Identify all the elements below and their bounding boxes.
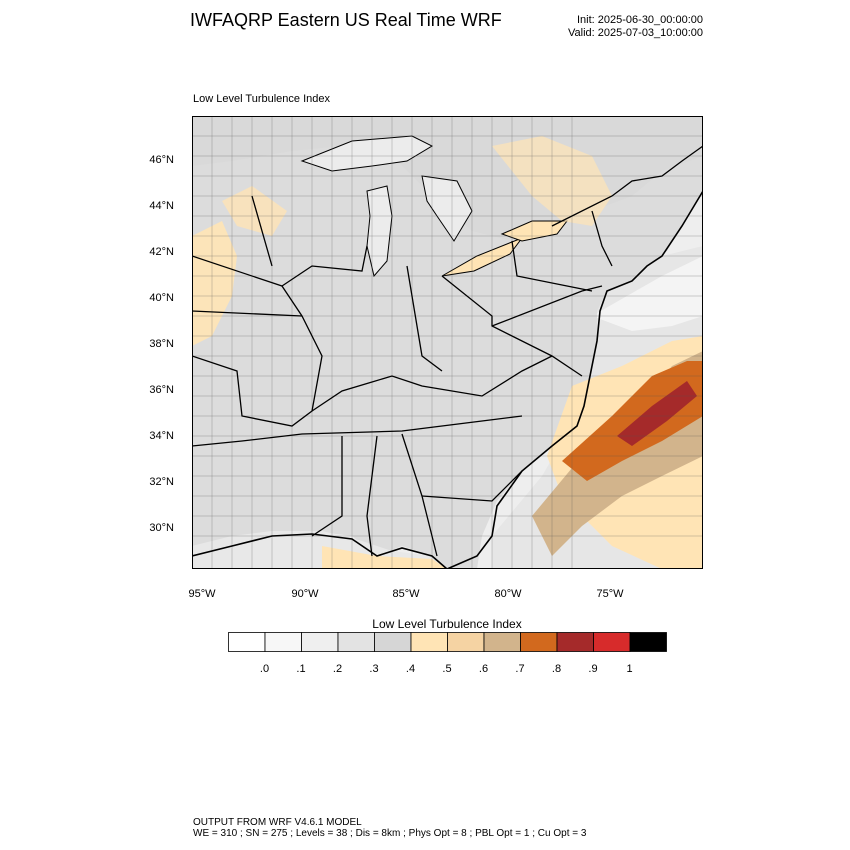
lat-label: 34°N <box>149 430 174 442</box>
offshore-band-09 <box>617 381 697 446</box>
lon-label: 90°W <box>291 588 319 600</box>
atlantic-light <box>592 256 703 331</box>
turbulence-map <box>192 116 703 569</box>
lake-michigan <box>366 185 393 278</box>
colorbar-label: .2 <box>332 663 343 675</box>
colorbar-swatch <box>410 632 448 652</box>
colorbar-swatch <box>228 632 266 652</box>
colorbar-swatch <box>374 632 412 652</box>
lake-erie <box>441 236 524 277</box>
state-borders <box>192 145 703 557</box>
lat-label: 46°N <box>149 154 174 166</box>
lon-label: 95°W <box>188 588 216 600</box>
lon-label: 75°W <box>596 588 624 600</box>
colorbar-label: .0 <box>259 663 270 675</box>
gulf-tan-patch <box>322 546 447 569</box>
offshore-band-08 <box>562 361 703 481</box>
valid-time: Valid: 2025-07-03_10:00:00 <box>568 27 703 39</box>
model-info: OUTPUT FROM WRF V4.6.1 MODEL WE = 310 ; … <box>193 817 586 839</box>
land-mass <box>192 116 703 569</box>
colorbar-label: .8 <box>551 663 562 675</box>
lat-label: 42°N <box>149 246 174 258</box>
colorbar-swatch <box>483 632 521 652</box>
northwest-tan-patch <box>222 186 287 236</box>
lat-label: 32°N <box>149 476 174 488</box>
lake-superior <box>300 135 434 172</box>
map-frame <box>192 116 703 569</box>
county-grid <box>192 116 703 569</box>
colorbar-label: .7 <box>515 663 525 675</box>
atlantic-coastline <box>446 190 703 569</box>
lat-label: 38°N <box>149 338 174 350</box>
lat-label: 36°N <box>149 384 174 396</box>
colorbar-label: 1 <box>626 663 633 675</box>
run-times: Init: 2025-06-30_00:00:00 Valid: 2025-07… <box>568 14 703 40</box>
colorbar-swatch <box>301 632 339 652</box>
lake-huron <box>421 175 473 242</box>
model-config: WE = 310 ; SN = 275 ; Levels = 38 ; Dis … <box>193 828 587 839</box>
colorbar-swatch <box>520 632 558 652</box>
colorbar-label: .9 <box>588 663 598 675</box>
colorbar-title: Low Level Turbulence Index <box>372 617 522 631</box>
lat-label: 30°N <box>149 522 174 534</box>
plot-title: IWFAQRP Eastern US Real Time WRF <box>190 10 502 30</box>
west-tan-patch <box>192 221 237 346</box>
field-label: Low Level Turbulence Index <box>193 93 330 105</box>
colorbar-swatch <box>593 632 631 652</box>
lat-label: 44°N <box>149 200 174 212</box>
lat-label: 40°N <box>149 292 174 304</box>
lon-label: 80°W <box>494 588 522 600</box>
colorbar-swatch <box>556 632 594 652</box>
colorbar-label: .4 <box>405 663 416 675</box>
colorbar-label: .6 <box>478 663 489 675</box>
colorbar-swatch <box>447 632 485 652</box>
init-time: Init: 2025-06-30_00:00:00 <box>577 14 703 26</box>
colorbar-swatch <box>629 632 667 652</box>
gulf-coastline <box>192 533 448 569</box>
colorbar <box>228 632 667 652</box>
colorbar-label: .5 <box>442 663 452 675</box>
colorbar-label: .3 <box>369 663 379 675</box>
colorbar-swatch <box>264 632 302 652</box>
colorbar-label: .1 <box>296 663 306 675</box>
model-version: OUTPUT FROM WRF V4.6.1 MODEL <box>193 817 362 828</box>
lon-label: 85°W <box>392 588 420 600</box>
colorbar-swatch <box>337 632 375 652</box>
